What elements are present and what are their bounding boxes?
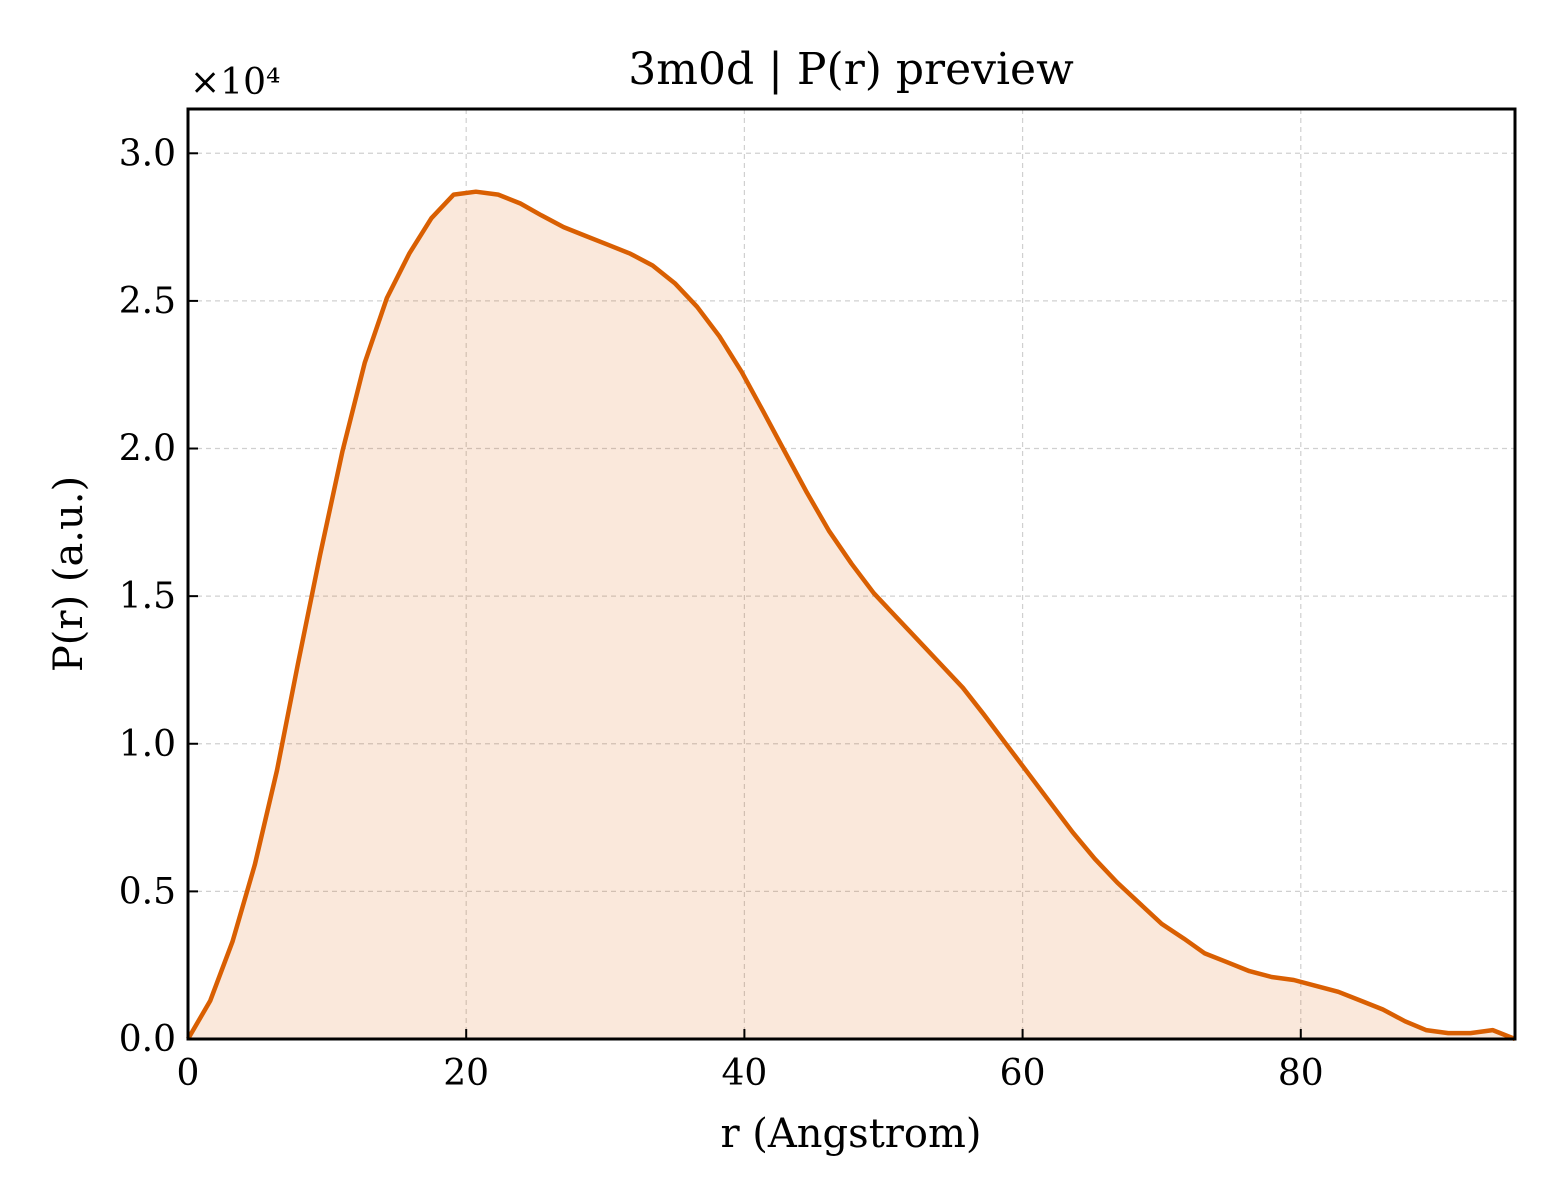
y-tick-label: 1.0	[119, 724, 176, 765]
y-tick-label: 1.5	[119, 576, 176, 617]
pr-series-line	[186, 189, 1516, 1042]
y-tick-label: 2.0	[119, 429, 176, 470]
y-tick-label: 3.0	[119, 133, 176, 174]
y-tick-label: 0.5	[119, 871, 176, 912]
plot-frame	[186, 107, 1517, 1041]
y-offset-label: ×10⁴	[190, 62, 280, 103]
y-tick-label: 2.5	[119, 281, 176, 322]
axis-ticks: 0 20 40 60 80 0.0 0.5 1.0 1.5 2.0 2.5 3.0	[119, 133, 1324, 1094]
x-tick-label: 60	[1000, 1053, 1046, 1094]
x-tick-label: 20	[443, 1053, 489, 1094]
y-axis-label: P(r) (a.u.)	[46, 476, 92, 672]
y-tick-label: 0.0	[119, 1019, 176, 1060]
x-axis-label: r (Angstrom)	[720, 1111, 981, 1157]
x-tick-label: 40	[721, 1053, 767, 1094]
x-tick-label: 0	[177, 1053, 200, 1094]
chart-title: 3m0d | P(r) preview	[628, 44, 1074, 95]
pr-area-fill	[188, 191, 1515, 1039]
grid	[188, 109, 1515, 1039]
x-tick-label: 80	[1278, 1053, 1324, 1094]
